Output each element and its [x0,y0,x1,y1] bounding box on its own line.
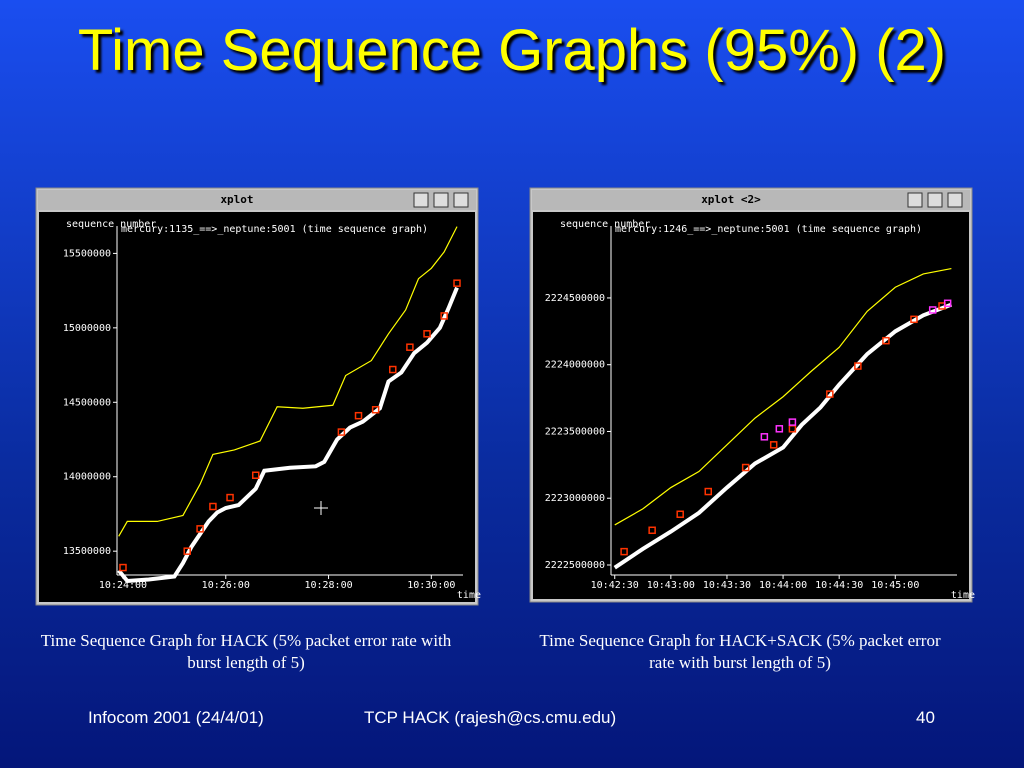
x-tick-label: 10:44:00 [759,580,807,591]
title-bar [532,190,970,210]
slide-title: Time Sequence Graphs (95%) (2) [77,18,947,83]
x-axis-label: time [951,590,975,601]
window-title: xplot <2> [701,193,761,206]
series-line [613,302,953,570]
segment-marker [676,510,684,518]
y-tick-label: 2223000000 [545,493,605,504]
segment-marker [371,405,380,414]
footer-center: TCP HACK (rajesh@cs.cmu.edu) [364,708,617,727]
segment-marker [769,441,778,449]
segment-marker [943,299,952,308]
window-button [927,192,943,208]
segment-marker [183,547,191,555]
series-line [614,267,952,526]
plot-title: mercury:1246_==>_neptune:5001 (time sequ… [615,224,922,235]
window-button [413,192,429,208]
segment-marker [453,279,461,287]
window-button [947,192,963,208]
x-tick-label: 10:44:30 [815,580,863,591]
segment-marker [760,433,769,441]
segment-marker [788,418,797,426]
plot-background [39,212,475,602]
segment-marker [440,312,448,320]
x-tick-label: 10:28:00 [304,580,352,591]
caption: Time Sequence Graph for HACK+SACK (5% pa… [539,631,941,672]
y-tick-label: 2223500000 [545,426,605,437]
segment-marker [406,343,414,351]
segment-marker [423,330,431,338]
title-bar [38,190,476,210]
caption: Time Sequence Graph for HACK (5% packet … [40,631,452,672]
x-tick-label: 10:26:00 [202,580,250,591]
y-tick-label: 14500000 [63,397,111,408]
window-title: xplot [220,193,253,206]
y-tick-label: 15500000 [63,248,111,259]
crosshair [314,501,328,515]
segment-marker [196,525,204,533]
window-button [907,192,923,208]
y-axis-label: sequence number [560,219,650,230]
y-tick-label: 2222500000 [545,560,605,571]
segment-marker [648,526,656,535]
footer-right: 40 [916,708,935,727]
y-axis-label: sequence number [66,219,156,230]
segment-marker [775,425,784,433]
segment-marker [882,336,890,345]
x-tick-label: 10:43:30 [703,580,751,591]
segment-marker [854,362,862,370]
y-tick-label: 15000000 [63,323,111,334]
x-tick-label: 10:30:00 [407,580,455,591]
y-tick-label: 13500000 [63,546,111,557]
segment-marker [209,502,217,511]
x-tick-label: 10:42:30 [591,580,639,591]
segment-marker [119,563,127,572]
footer-left: Infocom 2001 (24/4/01) [88,708,264,727]
series-line [118,226,458,537]
segment-marker [704,487,713,496]
y-tick-label: 2224000000 [545,360,605,371]
segment-marker [354,411,363,420]
plot-background [533,212,969,599]
series-line [117,286,459,584]
segment-marker [741,463,750,472]
segment-marker [389,365,397,374]
segment-marker [226,493,234,502]
segment-marker [620,547,628,556]
window-button [433,192,449,208]
segment-marker [337,428,346,436]
y-tick-label: 14000000 [63,472,111,483]
x-tick-label: 10:45:00 [871,580,919,591]
x-tick-label: 10:24:00 [99,580,147,591]
window-button [453,192,469,208]
plot-title: mercury:1135_==>_neptune:5001 (time sequ… [121,224,428,235]
segment-marker [910,315,918,324]
segment-marker [928,306,937,314]
x-axis-label: time [457,590,481,601]
segment-marker [826,390,834,398]
segment-marker [251,471,260,479]
y-tick-label: 2224500000 [545,293,605,304]
x-tick-label: 10:43:00 [647,580,695,591]
